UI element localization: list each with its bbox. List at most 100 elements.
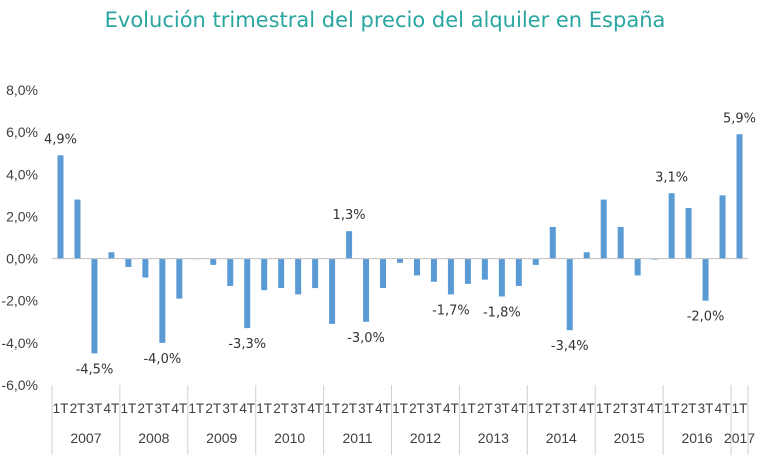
bar <box>566 258 573 331</box>
quarter-label: 2T <box>205 401 221 416</box>
y-axis-labels: 8,0% 6,0% 4,0% 2,0% 0,0% -2,0% -4,0% -6,0% <box>1 82 38 393</box>
quarter-label: 4T <box>579 401 595 416</box>
data-label: -3,3% <box>228 337 266 352</box>
chart-title: Evolución trimestral del precio del alqu… <box>104 8 666 32</box>
year-label: 2014 <box>546 430 577 446</box>
quarter-label: 3T <box>562 401 578 416</box>
year-label: 2011 <box>343 430 373 446</box>
quarter-label: 1T <box>53 401 69 416</box>
year-label: 2007 <box>70 430 101 446</box>
quarter-label: 2T <box>545 401 561 416</box>
bar <box>125 258 132 267</box>
bar <box>176 258 183 299</box>
bar <box>532 258 539 265</box>
quarter-label: 1T <box>188 401 204 416</box>
bar <box>74 199 81 259</box>
bar <box>651 258 658 260</box>
quarter-label: 1T <box>392 401 408 416</box>
data-label: -4,5% <box>76 362 114 377</box>
bar <box>210 258 217 265</box>
quarter-label: 3T <box>426 401 442 416</box>
y-tick-label: 6,0% <box>6 124 38 140</box>
quarter-label: 3T <box>87 401 103 416</box>
quarter-label: 3T <box>290 401 306 416</box>
bar <box>380 258 387 289</box>
bar <box>736 134 743 259</box>
quarter-label: 3T <box>630 401 646 416</box>
bar <box>447 258 454 295</box>
quarter-label: 2T <box>477 401 493 416</box>
data-label: 1,3% <box>333 208 366 223</box>
bar <box>498 258 505 297</box>
bar <box>685 208 692 259</box>
quarter-label: 4T <box>307 401 323 416</box>
quarter-label: 4T <box>511 401 527 416</box>
data-label: -1,7% <box>432 303 470 318</box>
year-label: 2016 <box>681 430 712 446</box>
bar <box>227 258 234 286</box>
bar <box>142 258 149 278</box>
data-label: -3,4% <box>551 339 589 354</box>
bar <box>481 258 488 280</box>
quarter-label: 2T <box>70 401 86 416</box>
year-label: 2010 <box>274 430 305 446</box>
quarter-label: 1T <box>596 401 612 416</box>
quarter-label: 4T <box>443 401 459 416</box>
bar <box>295 258 302 295</box>
quarter-label: 1T <box>528 401 544 416</box>
bar <box>719 195 726 259</box>
y-tick-label: -2,0% <box>1 293 38 309</box>
bar <box>244 258 251 329</box>
y-tick-label: -4,0% <box>1 335 38 351</box>
bar <box>583 252 590 259</box>
bar <box>363 258 370 322</box>
bar <box>634 258 641 276</box>
quarter-label: 3T <box>154 401 170 416</box>
year-label: 2008 <box>138 430 169 446</box>
year-label: 2015 <box>614 430 645 446</box>
bar <box>668 193 675 259</box>
year-label: 2012 <box>410 430 441 446</box>
bars <box>57 134 743 354</box>
quarter-label: 2T <box>137 401 153 416</box>
year-label: 2013 <box>478 430 509 446</box>
bar <box>91 258 98 354</box>
bar <box>329 258 336 324</box>
bar <box>278 258 285 289</box>
quarter-label: 1T <box>664 401 680 416</box>
bar <box>702 258 709 301</box>
quarter-label: 3T <box>494 401 510 416</box>
bar <box>549 226 556 259</box>
quarter-label: 2T <box>273 401 289 416</box>
quarter-label: 3T <box>698 401 714 416</box>
bar <box>600 199 607 259</box>
quarter-label: 1T <box>460 401 476 416</box>
data-label: 5,9% <box>723 111 756 126</box>
bar <box>617 226 624 259</box>
data-label: -2,0% <box>687 310 725 325</box>
y-tick-label: 4,0% <box>6 166 38 182</box>
data-label: -4,0% <box>143 352 181 367</box>
quarter-label: 1T <box>732 401 748 416</box>
y-tick-label: 2,0% <box>6 208 38 224</box>
bar <box>515 258 522 286</box>
data-label: -3,0% <box>347 331 385 346</box>
quarter-label: 2T <box>681 401 697 416</box>
bar <box>312 258 319 289</box>
quarter-label: 4T <box>647 401 663 416</box>
quarter-label: 4T <box>239 401 255 416</box>
quarter-label: 1T <box>256 401 272 416</box>
quarter-label: 2T <box>613 401 629 416</box>
quarter-label: 1T <box>324 401 340 416</box>
data-labels: 4,9% -4,5% -4,0% -3,3% 1,3% -3,0% -1,7% -1,8% -3… <box>44 111 756 377</box>
quarter-label: 4T <box>171 401 187 416</box>
bar <box>57 155 64 259</box>
bar <box>159 258 166 343</box>
bar <box>346 231 353 259</box>
bar <box>464 258 471 284</box>
bar <box>397 258 403 263</box>
year-label: 2017 <box>724 430 755 446</box>
quarter-label: 3T <box>358 401 374 416</box>
